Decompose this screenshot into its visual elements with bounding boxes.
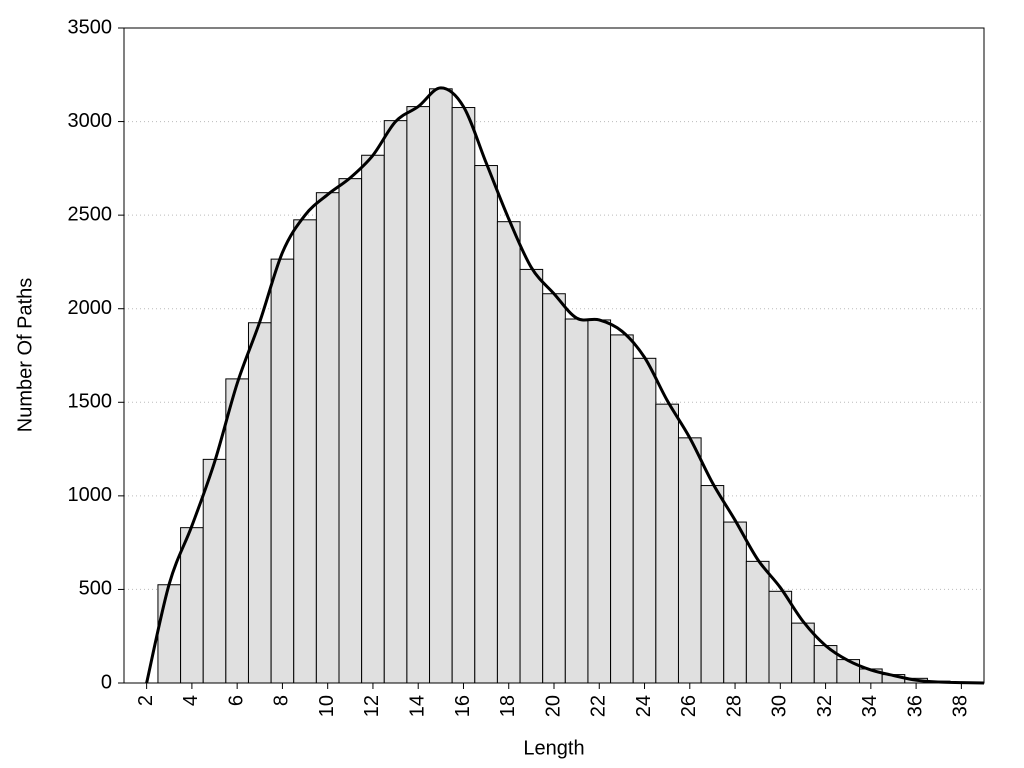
y-tick-label: 2000 (68, 297, 113, 319)
bar (768, 590, 793, 684)
y-tick-label: 0 (101, 671, 112, 693)
x-tick-label: 16 (452, 695, 474, 717)
bar (700, 485, 725, 684)
density-curve (145, 86, 985, 685)
bar (338, 178, 363, 684)
bar (610, 334, 634, 684)
x-tick-label: 38 (950, 695, 972, 717)
bar (587, 319, 612, 684)
bar (474, 165, 498, 684)
x-tick-label: 32 (814, 695, 836, 717)
y-axis-label: Number Of Paths (14, 278, 36, 433)
bar (429, 88, 453, 684)
bar (361, 154, 385, 684)
bar (677, 437, 702, 684)
bar (451, 107, 476, 684)
x-tick-label: 18 (497, 695, 519, 717)
bar (632, 357, 657, 684)
x-tick-label: 20 (542, 695, 564, 717)
x-tick-label: 14 (406, 695, 428, 717)
y-tick-label: 1000 (68, 484, 113, 506)
bar (180, 527, 204, 684)
bar (293, 219, 317, 684)
x-tick-label: 26 (678, 695, 700, 717)
x-tick-label: 36 (904, 695, 926, 717)
bar (157, 584, 182, 684)
x-tick-label: 4 (180, 695, 202, 706)
y-tick-label: 3500 (68, 16, 113, 38)
x-tick-label: 30 (769, 695, 791, 717)
bar (564, 318, 589, 684)
bar (247, 322, 272, 684)
y-tick-label: 3000 (68, 110, 113, 132)
x-axis-label: Length (523, 737, 584, 759)
bar (406, 106, 431, 684)
x-tick-label: 22 (588, 695, 610, 717)
bar (202, 458, 227, 684)
x-tick-label: 10 (316, 695, 338, 717)
bar (723, 521, 747, 684)
x-tick-label: 34 (859, 695, 881, 717)
bar (655, 403, 679, 684)
x-tick-label: 12 (361, 695, 383, 717)
y-tick-label: 2500 (68, 203, 113, 225)
bar (315, 192, 340, 684)
y-tick-label: 500 (79, 578, 112, 600)
bar (225, 378, 249, 684)
bar (542, 293, 566, 684)
x-tick-label: 6 (225, 695, 247, 706)
x-tick-label: 24 (633, 695, 655, 717)
x-tick-label: 28 (723, 695, 745, 717)
x-tick-label: 8 (271, 695, 293, 706)
bar (496, 221, 521, 684)
x-tick-label: 2 (135, 695, 157, 706)
bar (383, 120, 408, 684)
bar (745, 560, 770, 684)
bar (519, 268, 544, 684)
bar (270, 258, 295, 684)
plot-frame (123, 27, 985, 684)
y-tick-label: 1500 (68, 391, 113, 413)
